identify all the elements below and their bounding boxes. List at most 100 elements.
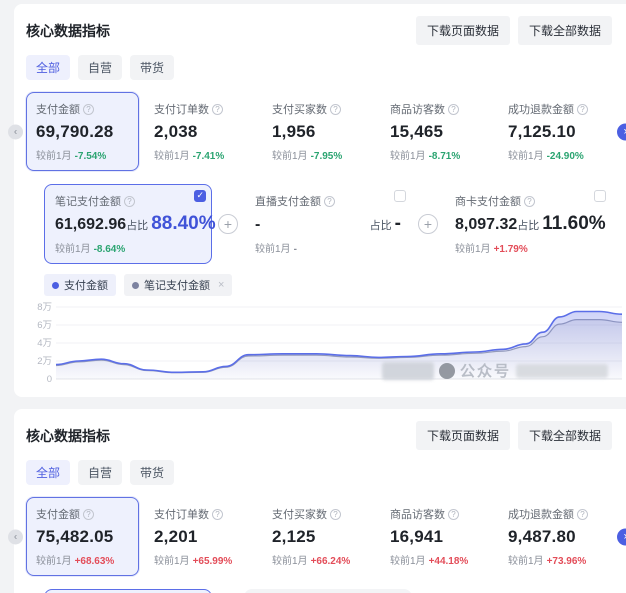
download-page-data-button[interactable]: 下载页面数据 (415, 16, 510, 45)
metric-value: 75,482.05 (36, 527, 114, 546)
tab-affiliate[interactable]: 带货 (130, 460, 175, 485)
carousel-next-button[interactable]: › (617, 528, 626, 545)
download-all-data-button[interactable]: 下载全部数据 (517, 16, 612, 45)
legend-label: 支付金额 (64, 280, 108, 292)
subcard-live-payment[interactable]: 直播支付金额? - 占比- 较前1月- (244, 589, 412, 593)
carousel-prev-button[interactable]: ‹ (8, 529, 23, 544)
metric-card-buyer-count[interactable]: 支付买家数? 1,956 较前1月 -7.95% (262, 92, 375, 171)
metric-change: -7.41% (192, 151, 225, 162)
tab-all[interactable]: 全部 (26, 460, 71, 485)
metric-card-order-count[interactable]: 支付订单数? 2,038 较前1月 -7.41% (144, 92, 257, 171)
metric-card-buyer-count[interactable]: 支付买家数? 2,125 较前1月 +66.24% (262, 497, 375, 576)
info-icon[interactable]: ? (524, 195, 535, 207)
subcard-change: -8.64% (93, 244, 126, 255)
legend-item-payment-amount[interactable]: 支付金额 (44, 274, 116, 296)
panels-host: 核心数据指标 下载页面数据 下载全部数据 全部 自营 带货 ‹ 支付金额? 69… (0, 4, 626, 593)
subcard-note-payment[interactable]: 笔记支付金额? 67,527.00 占比89.46% 较前1月+66.89% (44, 589, 212, 593)
watermark-blur-block (381, 361, 434, 380)
metric-card-refund-amount[interactable]: 成功退款金额? 7,125.10 较前1月 -24.90% (498, 92, 611, 171)
metric-card-product-visitors[interactable]: 商品访客数? 16,941 较前1月 +44.18% (380, 497, 493, 576)
metric-change: +65.99% (192, 556, 233, 567)
tab-self-operated[interactable]: 自营 (78, 55, 123, 80)
compare-label: 较前1月 (272, 556, 308, 567)
download-page-data-button[interactable]: 下载页面数据 (415, 421, 510, 450)
metric-card-product-visitors[interactable]: 商品访客数? 15,465 较前1月 -8.71% (380, 92, 493, 171)
subcard-change: - (293, 244, 297, 255)
legend-label: 笔记支付金额 (144, 280, 210, 292)
chart-legend: 支付金额 笔记支付金额 × (44, 274, 626, 296)
legend-item-note-payment-amount[interactable]: 笔记支付金额 × (124, 274, 233, 296)
subcard-change: +1.79% (493, 244, 528, 255)
info-icon[interactable]: ? (324, 195, 335, 207)
info-icon[interactable]: ? (83, 508, 94, 520)
metric-value: 2,125 (272, 527, 316, 546)
ratio-value: - (394, 213, 401, 234)
info-icon[interactable]: ? (83, 103, 94, 115)
metric-change: +66.24% (310, 556, 351, 567)
info-icon[interactable]: ? (212, 508, 223, 520)
subcard-value: 61,692.96 (55, 216, 127, 233)
subcard-live-payment[interactable]: 直播支付金额? - 占比- 较前1月- (244, 184, 412, 264)
info-icon[interactable]: ? (448, 508, 459, 520)
watermark-blur-block (516, 363, 608, 378)
metric-change: +68.63% (74, 556, 115, 567)
metric-value: 16,941 (390, 527, 444, 546)
scope-tabs: 全部 自营 带货 (26, 460, 626, 485)
compare-label: 较前1月 (272, 151, 308, 162)
metric-change: -8.71% (428, 151, 461, 162)
subcard-value: 8,097.32 (455, 216, 518, 233)
metric-label: 商品访客数 (390, 509, 445, 521)
tab-affiliate[interactable]: 带货 (130, 55, 175, 80)
scope-tabs: 全部 自营 带货 (26, 55, 626, 80)
info-icon[interactable]: ? (124, 195, 135, 207)
download-all-data-button[interactable]: 下载全部数据 (517, 421, 612, 450)
metric-card-payment-amount[interactable]: 支付金额? 75,482.05 较前1月 +68.63% (26, 497, 139, 576)
carousel-next-button[interactable]: › (617, 123, 626, 140)
metric-cards-row: ‹ 支付金额? 69,790.28 较前1月 -7.54% 支付订单数? 2,03… (8, 92, 626, 171)
info-icon[interactable]: ? (330, 103, 341, 115)
compare-label: 较前1月 (508, 556, 544, 567)
metric-label: 商品访客数 (390, 104, 445, 116)
svg-text:2万: 2万 (37, 356, 52, 367)
tab-all[interactable]: 全部 (26, 55, 71, 80)
ratio-label: 占比 (369, 220, 392, 232)
metric-label: 支付金额 (36, 104, 80, 116)
metric-label: 支付金额 (36, 509, 80, 521)
compare-label: 较前1月 (55, 244, 91, 255)
subcard-product-card-payment[interactable]: 商卡支付金额? 7,955.05 占比10.54% 较前1月+85.40% (444, 589, 612, 593)
metric-value: 69,790.28 (36, 122, 114, 141)
subcard-checkbox[interactable] (394, 190, 406, 202)
compare-label: 较前1月 (154, 556, 190, 567)
metric-card-payment-amount[interactable]: 支付金额? 69,790.28 较前1月 -7.54% (26, 92, 139, 171)
info-icon[interactable]: ? (212, 103, 223, 115)
info-icon[interactable]: ? (330, 508, 341, 520)
panel-header: 核心数据指标 下载页面数据 下载全部数据 (26, 421, 626, 450)
metric-value: 15,465 (390, 122, 444, 141)
page-title: 核心数据指标 (26, 22, 110, 39)
page-title: 核心数据指标 (26, 427, 110, 444)
info-icon[interactable]: ? (577, 508, 588, 520)
legend-dot (52, 281, 59, 289)
subcard-checkbox[interactable] (194, 190, 206, 202)
svg-text:0: 0 (47, 374, 52, 385)
metric-card-order-count[interactable]: 支付订单数? 2,201 较前1月 +65.99% (144, 497, 257, 576)
subcard-checkbox[interactable] (594, 190, 606, 202)
trend-chart[interactable]: 8万 6万 4万 2万 0 (26, 301, 626, 387)
close-icon[interactable]: × (218, 278, 225, 291)
metric-change: +73.96% (546, 556, 587, 567)
metric-change: -24.90% (546, 151, 584, 162)
metric-card-refund-amount[interactable]: 成功退款金额? 9,487.80 较前1月 +73.96% (498, 497, 611, 576)
metric-label: 支付买家数 (272, 509, 327, 521)
tab-self-operated[interactable]: 自营 (78, 460, 123, 485)
metric-label: 支付订单数 (154, 104, 209, 116)
carousel-prev-button[interactable]: ‹ (8, 124, 23, 139)
plus-icon: + (418, 214, 438, 234)
watermark-logo-icon (438, 362, 455, 379)
subcard-product-card-payment[interactable]: 商卡支付金额? 8,097.32 占比 11.60% 较前1月 +1.79% (444, 184, 612, 264)
subcard-label: 直播支付金额 (255, 196, 321, 208)
metric-value: 9,487.80 (508, 527, 576, 546)
info-icon[interactable]: ? (448, 103, 459, 115)
info-icon[interactable]: ? (577, 103, 588, 115)
